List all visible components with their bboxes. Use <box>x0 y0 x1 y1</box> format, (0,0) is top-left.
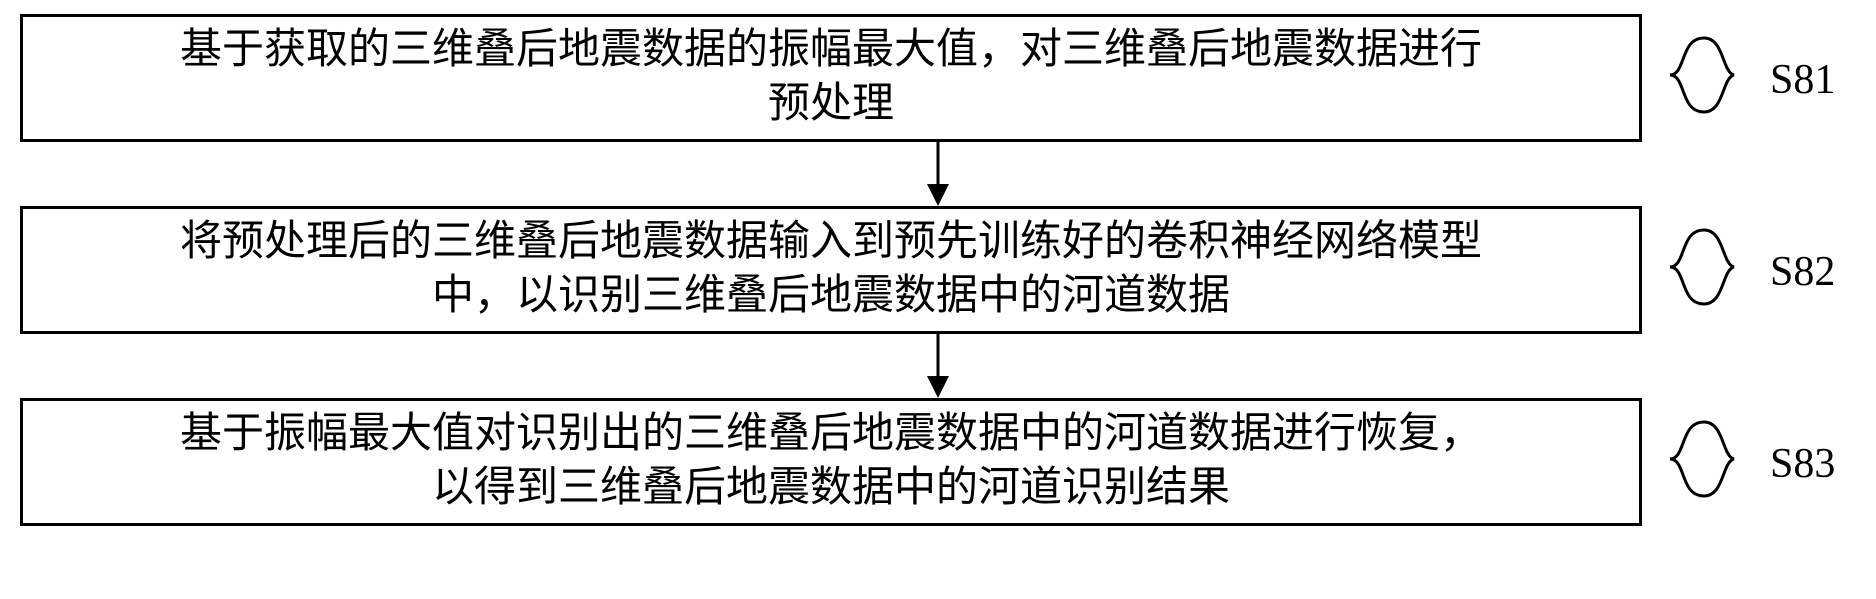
arrow-2 <box>923 334 953 398</box>
step-box-s81: 基于获取的三维叠后地震数据的振幅最大值，对三维叠后地震数据进行 预处理 <box>20 14 1642 142</box>
arrow-1 <box>923 142 953 206</box>
step-text-s83: 基于振幅最大值对识别出的三维叠后地震数据中的河道数据进行恢复， 以得到三维叠后地… <box>180 408 1482 516</box>
step-label-s81: S81 <box>1770 56 1835 104</box>
step-label-s83: S83 <box>1770 440 1835 488</box>
step-text-s82: 将预处理后的三维叠后地震数据输入到预先训练好的卷积神经网络模型 中，以识别三维叠… <box>180 216 1482 324</box>
flowchart-canvas: 基于获取的三维叠后地震数据的振幅最大值，对三维叠后地震数据进行 预处理 S81 … <box>0 0 1876 599</box>
brace-s81 <box>1666 30 1736 120</box>
step-text-s81: 基于获取的三维叠后地震数据的振幅最大值，对三维叠后地震数据进行 预处理 <box>180 24 1482 132</box>
step-box-s82: 将预处理后的三维叠后地震数据输入到预先训练好的卷积神经网络模型 中，以识别三维叠… <box>20 206 1642 334</box>
step-box-s83: 基于振幅最大值对识别出的三维叠后地震数据中的河道数据进行恢复， 以得到三维叠后地… <box>20 398 1642 526</box>
brace-s82 <box>1666 222 1736 312</box>
step-label-s82: S82 <box>1770 248 1835 296</box>
brace-s83 <box>1666 414 1736 504</box>
